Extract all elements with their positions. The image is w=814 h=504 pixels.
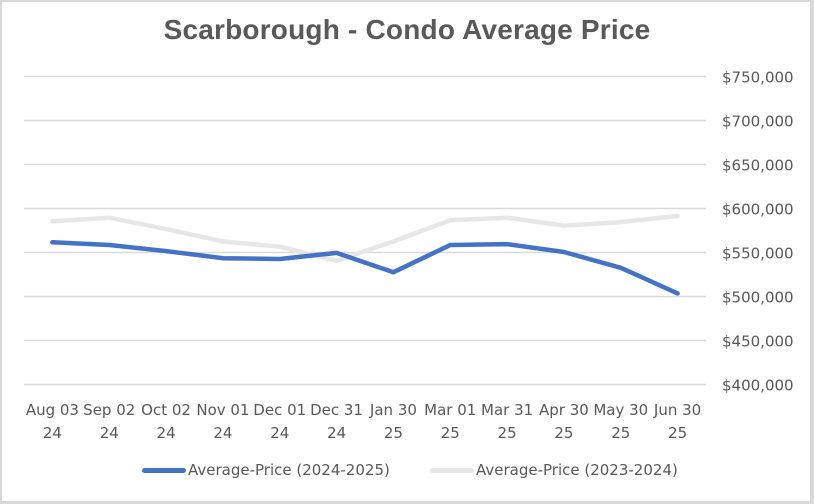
- legend-label: Average-Price (2023-2024): [476, 461, 678, 479]
- x-tick-label: Apr 30: [539, 401, 589, 419]
- legend-item-2024-2025[interactable]: Average-Price (2024-2025): [142, 458, 390, 482]
- y-tick-label: $550,000: [722, 245, 794, 263]
- x-tick-label-year: 24: [157, 424, 176, 442]
- series-lines: [50, 213, 680, 296]
- x-tick-label: Oct 02: [141, 401, 191, 419]
- x-tick-label-year: 25: [384, 424, 403, 442]
- x-tick-label-year: 25: [441, 424, 460, 442]
- x-tick-label-year: 25: [554, 424, 573, 442]
- x-tick-label-year: 25: [498, 424, 517, 442]
- y-axis-labels: $750,000 $700,000 $650,000 $600,000 $550,000…: [722, 69, 794, 395]
- x-tick-label: Sep 02: [83, 401, 135, 419]
- x-tick-label: May 30: [593, 401, 648, 419]
- x-tick-label: Jan 30: [369, 401, 417, 419]
- chart-title: Scarborough - Condo Average Price: [163, 14, 651, 45]
- y-tick-label: $450,000: [722, 333, 794, 351]
- x-tick-label-year: 24: [270, 424, 289, 442]
- y-tick-label: $750,000: [722, 69, 794, 87]
- legend-item-2023-2024[interactable]: Average-Price (2023-2024): [430, 458, 678, 482]
- x-tick-label: Aug 03: [26, 401, 79, 419]
- y-tick-label: $600,000: [722, 201, 794, 219]
- y-tick-label: $650,000: [722, 157, 794, 175]
- series-line-2024-2025: [50, 240, 680, 296]
- x-axis-labels: Aug 03 24 Sep 02 24 Oct 02 24 Nov 01 24 Dec 01 24…: [26, 401, 701, 442]
- x-tick-label: Dec 31: [310, 401, 363, 419]
- y-tick-label: $500,000: [722, 289, 794, 307]
- x-tick-label-year: 25: [668, 424, 687, 442]
- x-tick-label: Jun 30: [653, 401, 701, 419]
- series-line-2023-2024: [50, 213, 680, 264]
- x-tick-label: Mar 31: [481, 401, 533, 419]
- y-tick-label: $400,000: [722, 377, 794, 395]
- legend-swatch-blue: [142, 467, 186, 473]
- legend-swatch-gray: [430, 467, 474, 473]
- x-tick-label-year: 24: [327, 424, 346, 442]
- gridlines: [24, 75, 706, 386]
- x-tick-label-year: 24: [100, 424, 119, 442]
- x-tick-label: Dec 01: [253, 401, 306, 419]
- x-tick-label: Nov 01: [196, 401, 249, 419]
- x-tick-label-year: 24: [213, 424, 232, 442]
- y-tick-label: $700,000: [722, 113, 794, 131]
- x-tick-label-year: 25: [611, 424, 630, 442]
- legend-label: Average-Price (2024-2025): [188, 461, 390, 479]
- x-tick-label-year: 24: [43, 424, 62, 442]
- x-tick-label: Mar 01: [424, 401, 476, 419]
- legend: Average-Price (2024-2025) Average-Price …: [0, 458, 814, 482]
